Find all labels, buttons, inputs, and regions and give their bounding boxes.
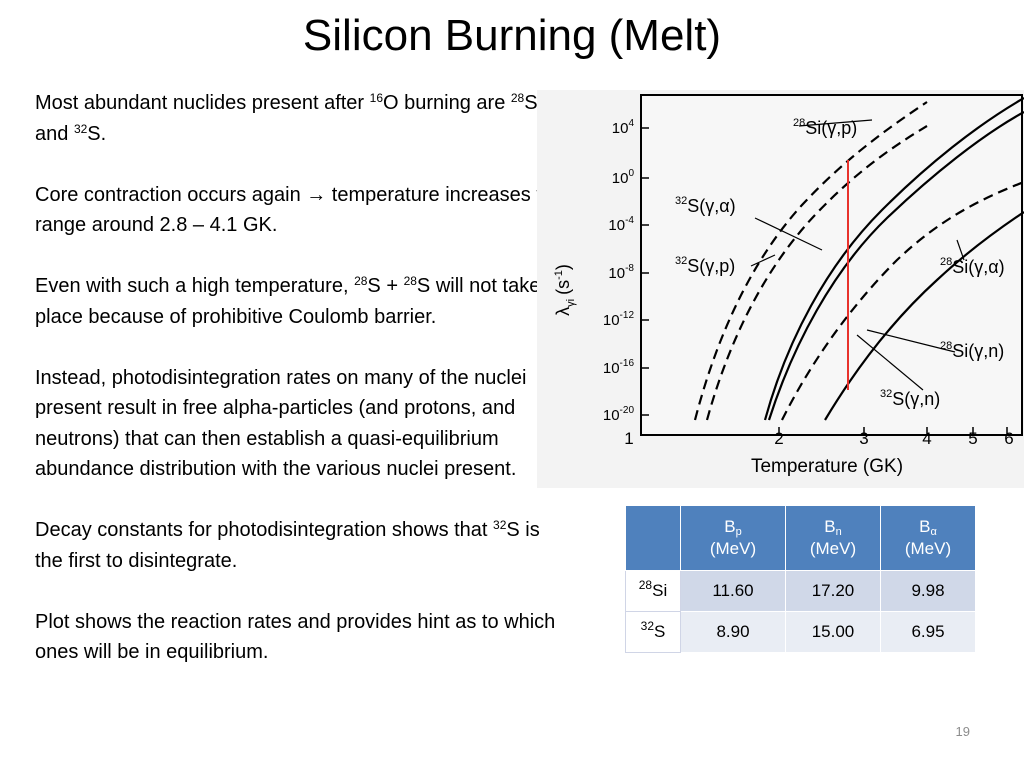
table-header-row: Bp (MeV) Bn (MeV) Bα (MeV) — [625, 505, 976, 571]
x-tick-label: 2 — [774, 429, 783, 448]
text-run: S. — [87, 122, 107, 145]
solid-rate-curves — [763, 97, 1024, 421]
text-run: S will not take place because of prohibi… — [35, 275, 541, 328]
label-32s-gamma-p: 32S(γ,p) — [675, 255, 735, 276]
reaction-rate-plot: 104 100 10-4 10-8 10-12 10-16 10-20 λγi(… — [553, 94, 1024, 477]
x-axis-label: Temperature (GK) — [751, 456, 903, 477]
paragraph-photodisintegration: Instead, photodisintegration rates on ma… — [35, 366, 527, 481]
nuclide-name: S — [654, 622, 666, 641]
x-tick-marks — [778, 427, 1008, 435]
body-text: Most abundant nuclides present after 16O… — [35, 88, 565, 698]
x-tick-label: 4 — [922, 429, 931, 448]
cell-bp: 11.60 — [680, 570, 786, 612]
text-run: S is the first to disintegrate. — [35, 519, 540, 572]
header-unit: (MeV) — [809, 539, 857, 558]
cell-balpha: 9.98 — [880, 570, 976, 612]
label-28si-gamma-p: 28Si(γ,p) — [793, 117, 857, 138]
y-tick-marks — [641, 127, 649, 416]
label-28si-gamma-alpha: 28Si(γ,α) — [940, 256, 1005, 277]
header-subscript: n — [835, 526, 842, 538]
text-run: Even with such a high temperature, — [35, 275, 355, 297]
text-run: Core contraction occurs again — [35, 183, 307, 206]
cell-balpha: 6.95 — [880, 611, 976, 653]
superscript: 16 — [369, 91, 384, 105]
paragraph-plot-hint: Plot shows the reaction rates and provid… — [35, 610, 556, 664]
x-tick-labels: 1 2 3 4 5 6 — [624, 429, 1013, 448]
header-unit: (MeV) — [709, 539, 757, 558]
table-row: 28Si 11.60 17.20 9.98 — [625, 570, 976, 612]
text-run: S + — [367, 275, 404, 297]
text-run: temperature increases to range around 2.… — [35, 183, 554, 237]
superscript: 32 — [640, 619, 654, 633]
curve-32s-gamma-n — [781, 180, 1024, 421]
y-tick-label: 10-16 — [603, 358, 635, 377]
x-tick-label: 3 — [859, 429, 868, 448]
binding-energy-table: Bp (MeV) Bn (MeV) Bα (MeV) 28Si 11.60 17.20… — [625, 505, 976, 653]
y-tick-labels: 104 100 10-4 10-8 10-12 10-16 10-20 — [603, 118, 635, 424]
table-row: 32S 8.90 15.00 6.95 — [625, 611, 976, 653]
superscript: 32 — [493, 518, 507, 532]
cell-bn: 15.00 — [785, 611, 881, 653]
paragraph-core-contraction: Core contraction occurs again → temperat… — [35, 180, 565, 241]
nuclide-name: Si — [652, 581, 668, 600]
header-subscript: α — [930, 526, 937, 538]
cell-bp: 8.90 — [680, 611, 786, 653]
x-tick-label: 1 — [624, 429, 633, 448]
dashed-rate-curves — [693, 101, 1024, 421]
plot-frame — [640, 94, 1023, 436]
table-header-empty — [625, 505, 681, 571]
y-tick-label: 104 — [612, 118, 635, 137]
slide-title: Silicon Burning (Melt) — [302, 11, 722, 60]
y-tick-label: 10-4 — [608, 215, 634, 234]
table-header-bp: Bp (MeV) — [680, 505, 786, 571]
paragraph-decay-constants: Decay constants for photodisintegration … — [35, 515, 565, 576]
header-subscript: p — [735, 526, 742, 538]
x-tick-label: 6 — [1004, 429, 1013, 448]
y-tick-label: 10-20 — [603, 405, 635, 424]
table-header-bn: Bn (MeV) — [785, 505, 881, 571]
table-header-balpha: Bα (MeV) — [880, 505, 976, 571]
row-nuclide: 32S — [625, 611, 681, 653]
curve-28si-gamma-p — [763, 97, 1024, 421]
y-tick-label: 10-8 — [608, 263, 634, 282]
curve-labels: 28Si(γ,p) 32S(γ,α) 32S(γ,p) 28Si(γ,α) 28… — [675, 117, 1005, 409]
label-28si-gamma-n: 28Si(γ,n) — [940, 340, 1004, 361]
curve-32s-gamma-p — [705, 125, 928, 421]
superscript: 32 — [73, 121, 88, 136]
row-nuclide: 28Si — [625, 570, 681, 612]
superscript: 28 — [403, 274, 417, 288]
text-run: Decay constants for photodisintegration … — [35, 519, 494, 541]
curve-32s-gamma-alpha — [693, 101, 928, 421]
text-run: Most abundant nuclides present after — [35, 92, 370, 114]
header-symbol: B — [919, 517, 931, 536]
paragraph-coulomb-barrier: Even with such a high temperature, 28S +… — [35, 271, 565, 332]
superscript: 28 — [510, 91, 525, 105]
x-tick-label: 5 — [968, 429, 977, 448]
leader-lines — [750, 119, 965, 391]
y-axis-label: λγi(s-1) — [553, 264, 577, 316]
curve-28si-gamma-alpha — [767, 111, 1024, 421]
paragraph-abundant-nuclides: Most abundant nuclides present after 16O… — [35, 88, 565, 149]
superscript: 28 — [638, 578, 653, 592]
svg-text:λγi(s-1): λγi(s-1) — [553, 264, 577, 316]
page-number: 19 — [955, 724, 970, 739]
curve-28si-gamma-n — [824, 211, 1024, 421]
cell-bn: 17.20 — [785, 570, 881, 612]
header-symbol: B — [724, 517, 736, 536]
text-run: O burning are — [383, 92, 511, 114]
header-symbol: B — [824, 517, 836, 536]
y-tick-label: 10-12 — [603, 310, 635, 329]
reaction-rate-figure: 104 100 10-4 10-8 10-12 10-16 10-20 λγi(… — [537, 90, 1024, 488]
label-32s-gamma-alpha: 32S(γ,α) — [675, 195, 736, 216]
label-32s-gamma-n: 32S(γ,n) — [880, 388, 940, 409]
right-arrow-icon: → — [306, 183, 327, 206]
superscript: 28 — [354, 274, 368, 288]
y-tick-label: 100 — [612, 168, 635, 187]
header-unit: (MeV) — [904, 539, 952, 558]
